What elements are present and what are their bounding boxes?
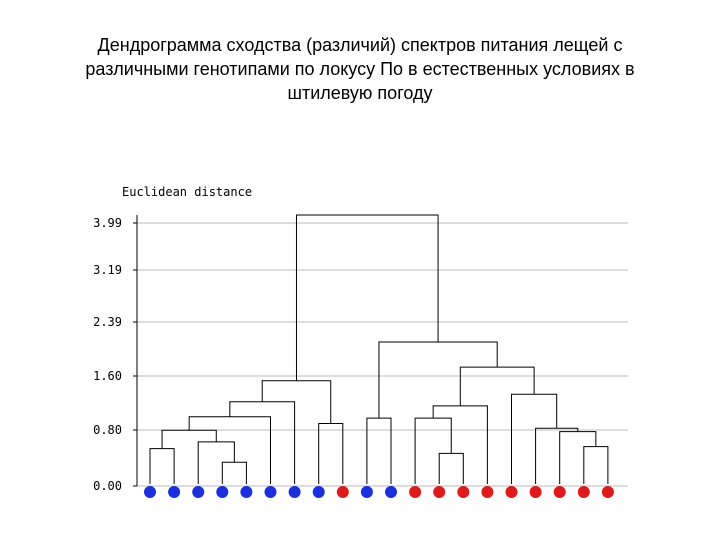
y-axis — [133, 215, 138, 487]
dendrogram-link — [149, 448, 175, 484]
leaf-marker-blue — [240, 486, 253, 498]
leaf-marker-blue — [360, 486, 373, 498]
dendrogram-link — [414, 417, 452, 484]
dendrogram-link — [459, 366, 535, 406]
dendrogram-link — [295, 214, 439, 381]
leaf-marker-red — [529, 486, 542, 498]
leaf-marker-red — [433, 486, 446, 498]
leaf-marker-blue — [216, 486, 229, 498]
y-tick-label: 1.60 — [93, 369, 122, 383]
dendrogram-link — [366, 417, 392, 484]
dendrogram-link — [318, 423, 344, 484]
dendrogram-link — [432, 405, 488, 484]
title-line-1: Дендрограмма сходства (различий) спектро… — [97, 35, 623, 55]
dendrogram-link — [188, 416, 271, 484]
axis-label: Euclidean distance — [122, 185, 252, 199]
y-tick-label: 0.80 — [93, 423, 122, 437]
leaf-markers — [144, 486, 614, 498]
leaf-marker-blue — [264, 486, 277, 498]
leaf-marker-blue — [192, 486, 205, 498]
grid-lines — [137, 222, 628, 487]
leaf-marker-red — [336, 486, 349, 498]
dendrogram-link — [559, 431, 597, 484]
dendrogram-link — [221, 461, 247, 484]
leaf-marker-red — [409, 486, 422, 498]
dendrogram-link — [229, 401, 296, 484]
y-tick-label: 2.39 — [93, 315, 122, 329]
dendrogram-links — [149, 214, 609, 484]
leaf-marker-red — [553, 486, 566, 498]
leaf-marker-red — [505, 486, 518, 498]
dendrogram-link — [378, 341, 498, 419]
dendrogram-link — [438, 452, 464, 484]
leaf-marker-blue — [288, 486, 301, 498]
dendrogram-link — [161, 429, 217, 449]
leaf-marker-red — [457, 486, 470, 498]
leaf-marker-blue — [168, 486, 181, 498]
dendrogram-link — [583, 446, 609, 484]
y-tick-label: 3.99 — [93, 216, 122, 230]
y-tick-label: 0.00 — [93, 479, 122, 493]
dendrogram-link — [535, 427, 579, 484]
leaf-marker-red — [577, 486, 590, 498]
leaf-marker-red — [481, 486, 494, 498]
leaf-marker-red — [601, 486, 614, 498]
page-title: Дендрограмма сходства (различий) спектро… — [20, 33, 700, 105]
dendrogram-link — [197, 441, 235, 484]
leaf-marker-blue — [385, 486, 397, 498]
dendrogram-link — [511, 393, 558, 484]
leaf-marker-blue — [312, 486, 325, 498]
title-line-2: различными генотипами по локусу По в ест… — [85, 59, 635, 79]
y-tick-labels: 3.99 3.19 2.39 1.60 0.80 0.00 — [93, 216, 122, 493]
leaf-marker-blue — [144, 486, 156, 498]
title-line-3: штилевую погоду — [287, 83, 433, 103]
y-tick-label: 3.19 — [93, 263, 122, 277]
